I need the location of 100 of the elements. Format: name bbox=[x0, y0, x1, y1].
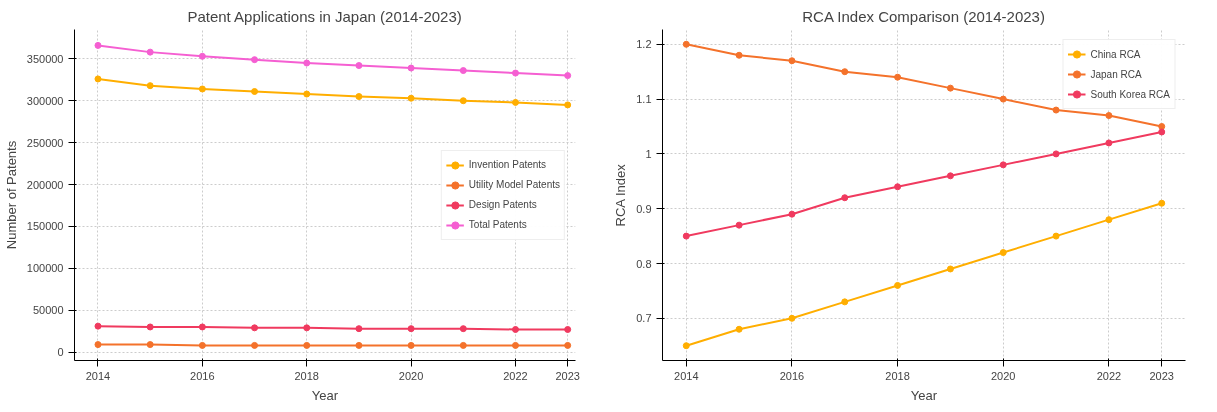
chart-title: RCA Index Comparison (2014-2023) bbox=[802, 7, 1045, 25]
point bbox=[459, 325, 467, 333]
point bbox=[198, 85, 206, 93]
point bbox=[407, 325, 415, 333]
legend-label: Japan RCA bbox=[1090, 67, 1142, 81]
point bbox=[303, 90, 311, 98]
point bbox=[198, 341, 206, 349]
x-tick-label: 2014 bbox=[674, 369, 699, 382]
point bbox=[894, 281, 902, 289]
point bbox=[407, 64, 415, 72]
point bbox=[303, 341, 311, 349]
y-tick-label: 150000 bbox=[26, 220, 64, 233]
y-axis-title: RCA Index bbox=[613, 163, 629, 227]
y-tick-label: 1.2 bbox=[636, 38, 652, 51]
legend-label: Invention Patents bbox=[468, 158, 547, 172]
point bbox=[198, 323, 206, 331]
y-tick-label: 300000 bbox=[26, 94, 64, 107]
point bbox=[1105, 216, 1113, 224]
point bbox=[94, 75, 102, 83]
point bbox=[511, 98, 519, 106]
point bbox=[1052, 232, 1060, 240]
legend-label: Design Patents bbox=[468, 198, 537, 212]
point bbox=[251, 88, 259, 95]
point bbox=[355, 93, 363, 101]
point bbox=[511, 341, 519, 349]
point bbox=[94, 341, 102, 349]
x-tick-label: 2023 bbox=[1149, 369, 1174, 382]
point bbox=[407, 341, 415, 349]
y-tick-label: 250000 bbox=[26, 136, 64, 149]
point bbox=[564, 326, 572, 333]
x-tick-label: 2018 bbox=[885, 369, 910, 382]
point bbox=[94, 322, 102, 330]
x-axis-title: Year bbox=[910, 387, 938, 403]
point bbox=[735, 325, 743, 333]
point bbox=[1158, 123, 1166, 130]
legend-label: Utility Model Patents bbox=[468, 178, 560, 192]
x-tick-label: 2023 bbox=[555, 369, 580, 382]
y-tick-label: 0.9 bbox=[636, 202, 652, 215]
point bbox=[894, 183, 902, 191]
point bbox=[946, 84, 954, 92]
point bbox=[407, 94, 415, 102]
point bbox=[1158, 128, 1166, 136]
point bbox=[946, 172, 954, 180]
point bbox=[355, 341, 363, 349]
point bbox=[1105, 112, 1113, 120]
point bbox=[459, 341, 467, 349]
y-tick-label: 0.7 bbox=[636, 312, 652, 325]
point bbox=[682, 342, 690, 350]
point bbox=[459, 67, 467, 75]
point bbox=[946, 265, 954, 273]
y-tick-label: 200000 bbox=[26, 178, 64, 191]
x-tick-label: 2016 bbox=[779, 369, 805, 382]
point bbox=[459, 97, 467, 105]
y-axis-title: Number of Patents bbox=[3, 140, 19, 250]
point bbox=[146, 341, 154, 349]
point bbox=[682, 40, 690, 48]
point bbox=[146, 323, 154, 331]
point bbox=[1052, 150, 1060, 158]
x-tick-label: 2020 bbox=[398, 369, 424, 382]
legend-label: Total Patents bbox=[468, 218, 527, 232]
point bbox=[735, 51, 743, 59]
point bbox=[788, 210, 796, 218]
point bbox=[788, 57, 796, 65]
point bbox=[303, 324, 311, 332]
point bbox=[894, 73, 902, 81]
point bbox=[198, 52, 206, 60]
x-tick-label: 2014 bbox=[85, 369, 111, 382]
point bbox=[1158, 199, 1166, 207]
legend-label: China RCA bbox=[1090, 47, 1141, 61]
point bbox=[303, 59, 311, 67]
y-tick-label: 100000 bbox=[26, 262, 64, 275]
point bbox=[682, 232, 690, 240]
x-tick-label: 2022 bbox=[1096, 369, 1122, 382]
point bbox=[999, 161, 1007, 169]
y-tick-label: 0.8 bbox=[636, 257, 652, 270]
point bbox=[841, 298, 849, 306]
point bbox=[788, 314, 796, 322]
point bbox=[146, 82, 154, 90]
point bbox=[999, 95, 1007, 103]
y-tick-label: 0 bbox=[57, 346, 64, 359]
x-axis-title: Year bbox=[311, 387, 339, 403]
x-tick-label: 2018 bbox=[294, 369, 319, 382]
point bbox=[355, 325, 363, 333]
y-tick-label: 1.1 bbox=[636, 93, 652, 106]
point bbox=[511, 326, 519, 333]
point bbox=[564, 101, 572, 109]
point bbox=[511, 69, 519, 77]
point bbox=[146, 48, 154, 56]
point bbox=[564, 341, 572, 349]
chart-title: Patent Applications in Japan (2014-2023) bbox=[187, 7, 462, 25]
point bbox=[999, 249, 1007, 257]
x-tick-label: 2022 bbox=[503, 369, 528, 382]
point bbox=[564, 72, 572, 80]
point bbox=[94, 41, 102, 49]
point bbox=[251, 324, 259, 332]
point bbox=[355, 62, 363, 70]
point bbox=[251, 56, 259, 64]
point bbox=[1052, 106, 1060, 114]
point bbox=[841, 194, 849, 202]
y-tick-label: 350000 bbox=[26, 52, 64, 65]
